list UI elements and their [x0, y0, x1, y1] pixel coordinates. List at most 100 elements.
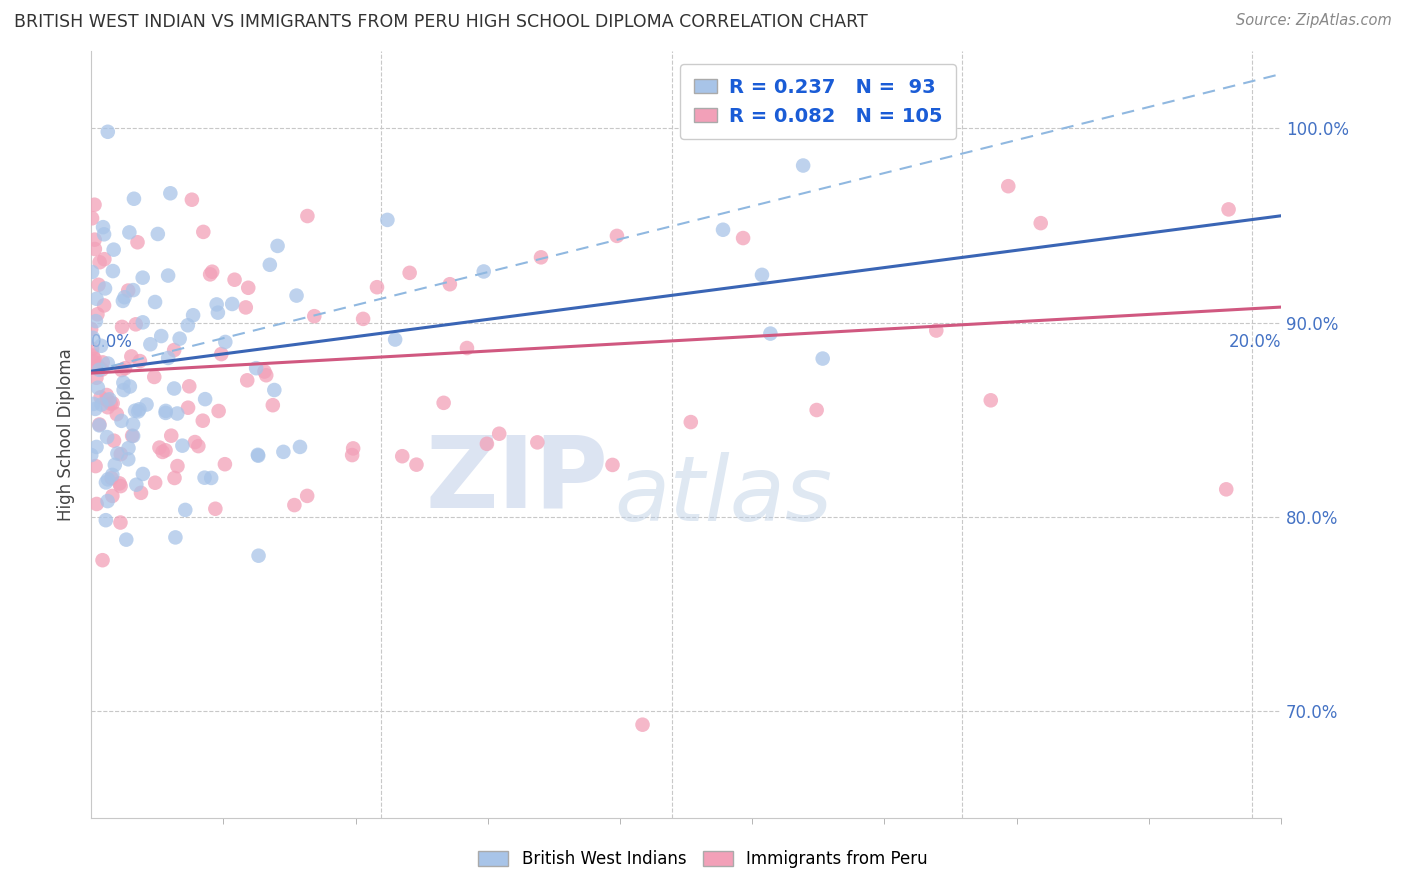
Point	[82, 397, 104, 411]
Point	[253, 365, 276, 379]
Point	[181, 308, 204, 322]
Point	[273, 445, 295, 459]
Point	[179, 379, 201, 393]
Point	[366, 280, 388, 294]
Point	[93, 227, 115, 242]
Point	[398, 266, 420, 280]
Point	[143, 295, 166, 310]
Point	[148, 441, 170, 455]
Point	[806, 403, 828, 417]
Point	[602, 458, 624, 472]
Point	[111, 293, 134, 308]
Point	[488, 426, 510, 441]
Point	[1215, 483, 1237, 497]
Point	[93, 252, 115, 267]
Point	[163, 382, 186, 396]
Point	[205, 297, 228, 311]
Point	[472, 264, 495, 278]
Point	[86, 307, 108, 321]
Point	[94, 281, 117, 295]
Point	[100, 471, 122, 485]
Text: 20.0%: 20.0%	[1229, 333, 1281, 351]
Point	[96, 430, 118, 444]
Point	[263, 383, 285, 397]
Y-axis label: High School Diploma: High School Diploma	[58, 348, 75, 521]
Point	[155, 443, 177, 458]
Point	[247, 549, 270, 563]
Point	[97, 125, 120, 139]
Point	[91, 362, 114, 376]
Point	[125, 318, 148, 332]
Point	[97, 357, 120, 371]
Point	[146, 227, 169, 241]
Point	[89, 418, 111, 433]
Point	[89, 417, 111, 432]
Point	[143, 370, 166, 384]
Legend: R = 0.237   N =  93, R = 0.082   N = 105: R = 0.237 N = 93, R = 0.082 N = 105	[681, 64, 956, 139]
Point	[101, 396, 124, 410]
Point	[530, 250, 553, 264]
Point	[101, 489, 124, 503]
Point	[235, 301, 257, 315]
Point	[132, 315, 155, 329]
Point	[174, 503, 197, 517]
Point	[606, 228, 628, 243]
Point	[103, 434, 125, 448]
Point	[391, 449, 413, 463]
Point	[82, 342, 104, 356]
Text: BRITISH WEST INDIAN VS IMMIGRANTS FROM PERU HIGH SCHOOL DIPLOMA CORRELATION CHAR: BRITISH WEST INDIAN VS IMMIGRANTS FROM P…	[14, 13, 868, 31]
Point	[96, 388, 118, 402]
Text: ZIP: ZIP	[426, 432, 609, 529]
Point	[207, 305, 229, 319]
Point	[152, 445, 174, 459]
Point	[121, 429, 143, 443]
Point	[115, 533, 138, 547]
Point	[352, 311, 374, 326]
Point	[100, 397, 122, 411]
Point	[198, 268, 221, 282]
Point	[120, 350, 142, 364]
Point	[87, 359, 110, 374]
Point	[925, 324, 948, 338]
Point	[1218, 202, 1240, 217]
Point	[526, 435, 548, 450]
Point	[259, 258, 281, 272]
Point	[180, 193, 202, 207]
Text: atlas: atlas	[614, 451, 832, 540]
Point	[91, 355, 114, 369]
Point	[193, 471, 215, 485]
Point	[733, 231, 755, 245]
Point	[114, 290, 136, 304]
Point	[792, 159, 814, 173]
Point	[82, 331, 104, 345]
Point	[83, 198, 105, 212]
Point	[166, 459, 188, 474]
Text: Source: ZipAtlas.com: Source: ZipAtlas.com	[1236, 13, 1392, 29]
Point	[117, 452, 139, 467]
Point	[105, 446, 128, 460]
Point	[94, 513, 117, 527]
Point	[122, 417, 145, 432]
Point	[132, 467, 155, 481]
Point	[80, 322, 103, 336]
Point	[214, 334, 236, 349]
Point	[87, 381, 110, 395]
Point	[108, 476, 131, 491]
Point	[187, 439, 209, 453]
Point	[84, 314, 107, 328]
Point	[135, 398, 157, 412]
Point	[122, 192, 145, 206]
Point	[125, 477, 148, 491]
Point	[118, 379, 141, 393]
Point	[101, 467, 124, 482]
Point	[456, 341, 478, 355]
Point	[238, 281, 260, 295]
Point	[122, 283, 145, 297]
Point	[163, 343, 186, 357]
Point	[96, 393, 118, 408]
Point	[283, 498, 305, 512]
Point	[84, 459, 107, 474]
Point	[711, 223, 734, 237]
Point	[377, 213, 399, 227]
Point	[157, 351, 180, 365]
